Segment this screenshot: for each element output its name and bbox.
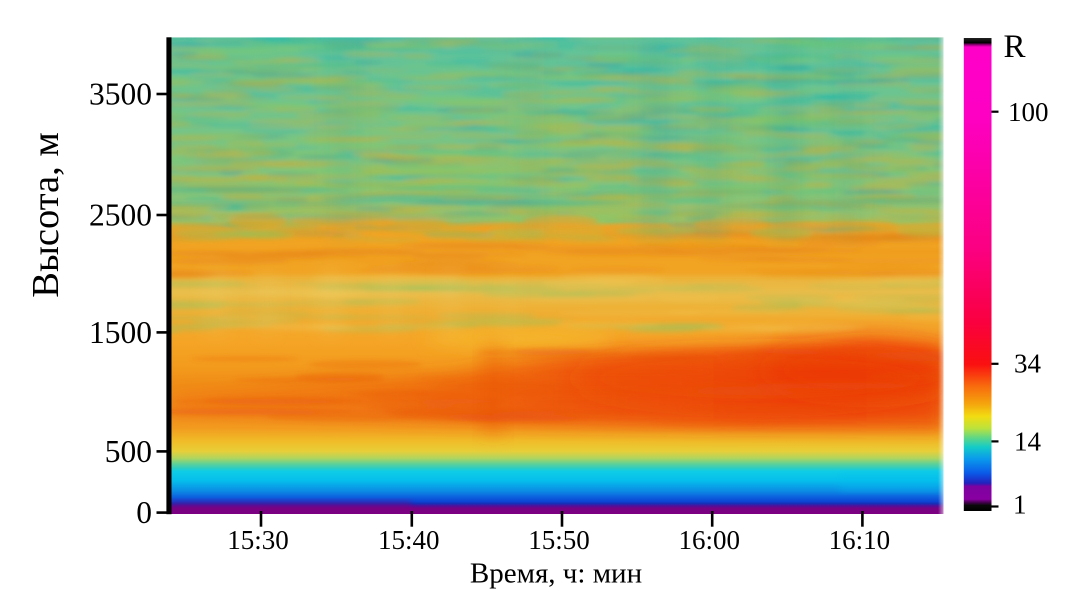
svg-text:R: R [1004, 29, 1026, 65]
svg-text:16:00: 16:00 [678, 525, 740, 555]
svg-text:100: 100 [1008, 97, 1049, 127]
svg-text:Время, ч: мин: Время, ч: мин [470, 558, 642, 590]
svg-text:3500: 3500 [89, 77, 152, 112]
svg-text:2500: 2500 [89, 198, 152, 233]
svg-text:Высота, м: Высота, м [25, 132, 67, 297]
svg-text:1: 1 [1013, 490, 1027, 520]
svg-text:0: 0 [136, 495, 152, 530]
svg-text:15:30: 15:30 [227, 525, 289, 555]
svg-text:500: 500 [105, 434, 152, 469]
svg-text:1500: 1500 [89, 315, 152, 350]
svg-text:34: 34 [1014, 349, 1042, 379]
svg-text:16:10: 16:10 [829, 525, 891, 555]
svg-text:15:50: 15:50 [528, 525, 590, 555]
svg-text:15:40: 15:40 [378, 525, 440, 555]
svg-text:14: 14 [1014, 426, 1042, 456]
